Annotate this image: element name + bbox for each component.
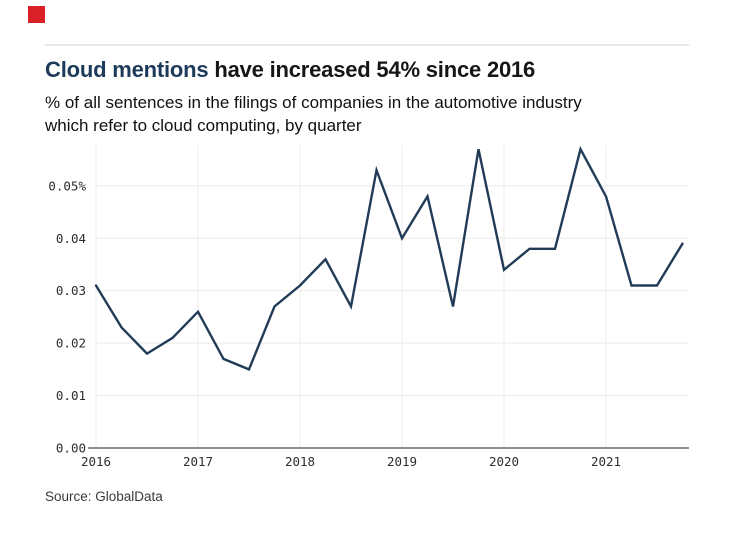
y-tick-label: 0.05%: [48, 178, 86, 193]
y-tick-label: 0.02: [56, 336, 86, 351]
chart-title: Cloud mentions have increased 54% since …: [45, 56, 705, 84]
tick-labels: 2016 2017 2018 2019 2020 2021 0.00 0.01 0.02 0.03…: [48, 178, 621, 469]
x-tick-label: 2019: [387, 454, 417, 469]
source-note: Source: GlobalData: [45, 489, 163, 504]
x-tick-label: 2018: [285, 454, 315, 469]
brand-logo-square: [28, 6, 45, 23]
y-tick-label: 0.03: [56, 283, 86, 298]
gridlines: [95, 145, 689, 448]
y-tick-label: 0.00: [56, 441, 86, 456]
data-series-line: [94, 145, 684, 371]
chart-subtitle-line2: which refer to cloud computing, by quart…: [45, 116, 362, 135]
x-tick-label: 2017: [183, 454, 213, 469]
chart-title-rest: have increased 54% since 2016: [208, 57, 536, 82]
y-tick-label: 0.01: [56, 388, 86, 403]
x-tick-label: 2021: [591, 454, 621, 469]
header-divider: [45, 44, 689, 46]
y-tick-label: 0.04: [56, 231, 86, 246]
chart-title-highlight: Cloud mentions: [45, 57, 209, 82]
chart-subtitle-line1: % of all sentences in the filings of com…: [45, 93, 582, 112]
x-tick-label: 2020: [489, 454, 519, 469]
x-tick-label: 2016: [81, 454, 111, 469]
cloud-mentions-line: [94, 145, 684, 371]
chart-subtitle: % of all sentences in the filings of com…: [45, 91, 715, 137]
